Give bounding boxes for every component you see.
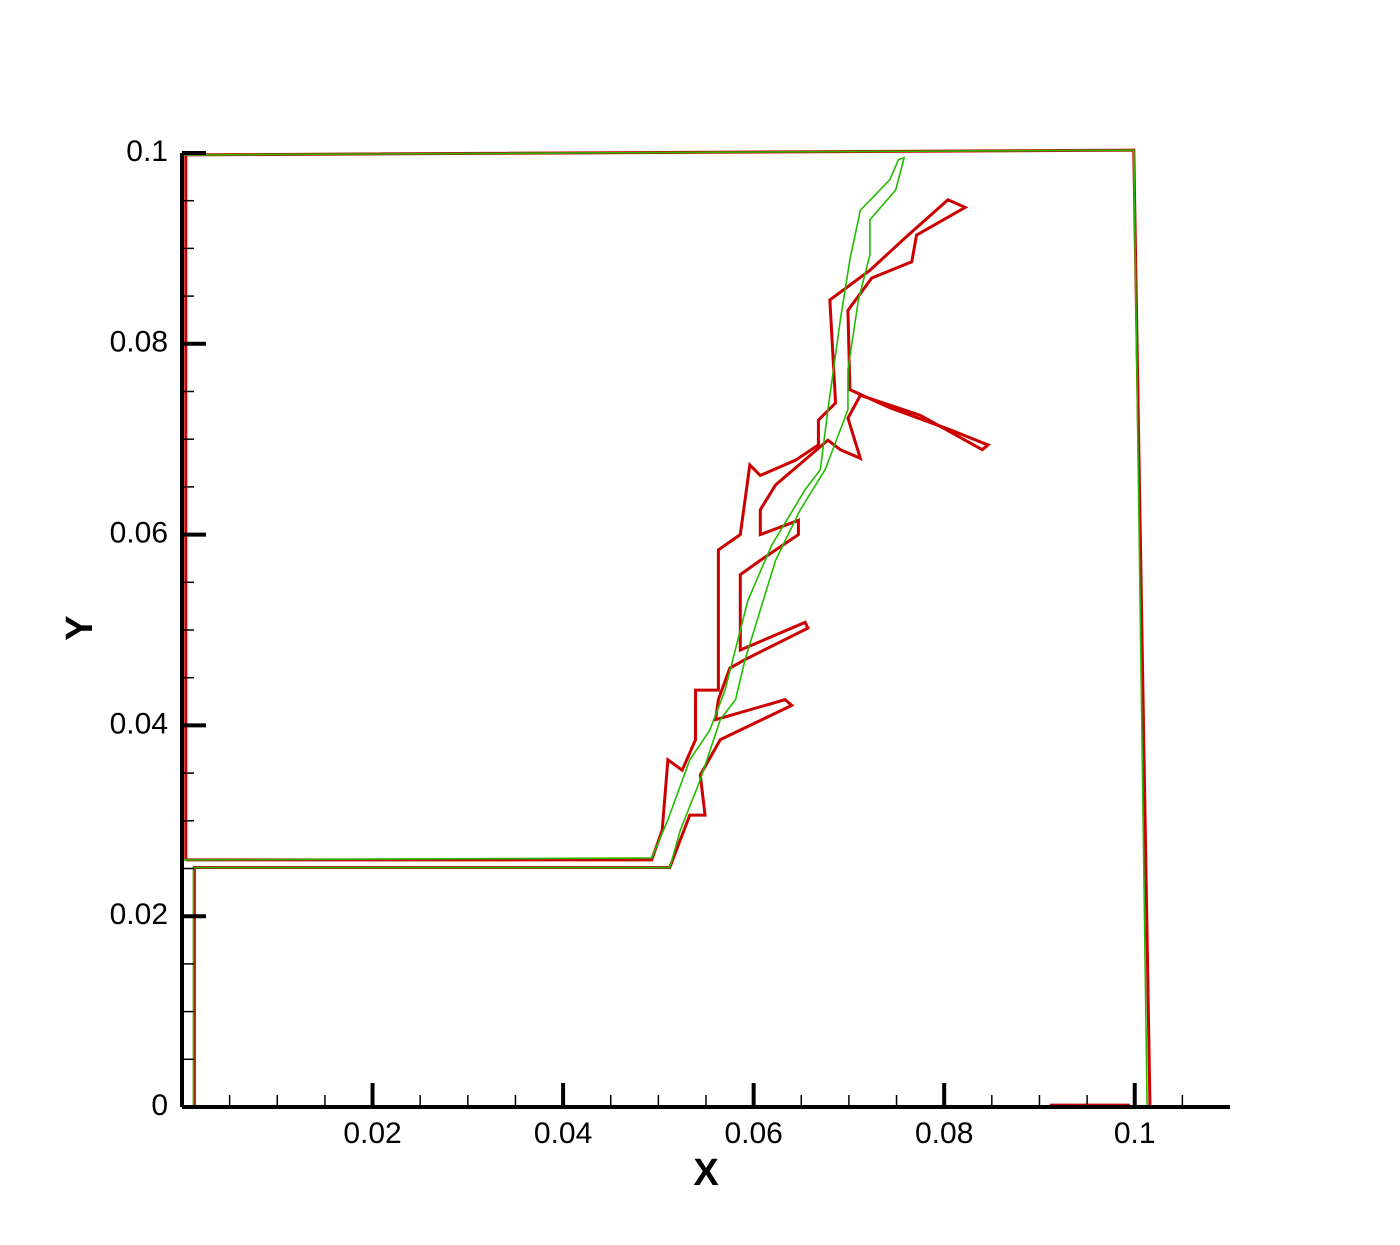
series-line bbox=[181, 149, 1148, 1108]
y-tick-label: 0 bbox=[151, 1089, 168, 1122]
y-tick-label: 0.1 bbox=[126, 135, 168, 168]
x-tick-label: 0.04 bbox=[534, 1117, 592, 1150]
series-line bbox=[184, 148, 1152, 1108]
x-tick-label: 0.02 bbox=[343, 1117, 401, 1150]
y-tick-label: 0.08 bbox=[110, 326, 168, 359]
x-axis-title: X bbox=[693, 1152, 719, 1194]
x-tick-label: 0.06 bbox=[724, 1117, 782, 1150]
y-tick-label: 0.04 bbox=[110, 707, 168, 740]
y-axis-title: Y bbox=[59, 615, 101, 640]
y-tick-label: 0.06 bbox=[110, 517, 168, 550]
series-line bbox=[185, 197, 991, 1107]
x-tick-label: 0.1 bbox=[1114, 1117, 1156, 1150]
y-tick-label: 0.02 bbox=[110, 898, 168, 931]
series-line bbox=[181, 156, 906, 1107]
x-tick-label: 0.08 bbox=[915, 1117, 973, 1150]
